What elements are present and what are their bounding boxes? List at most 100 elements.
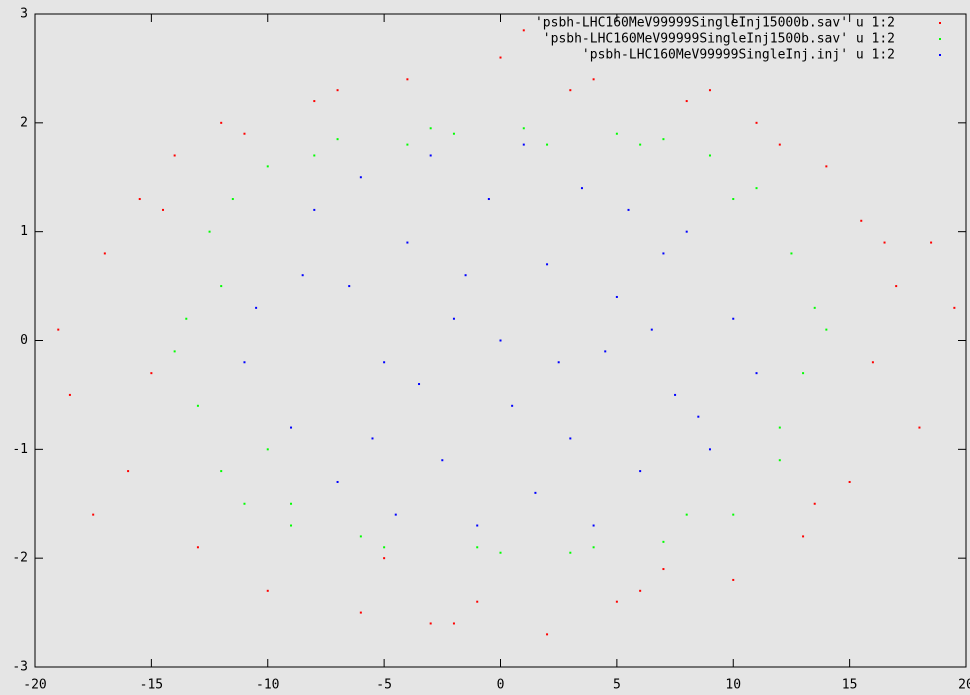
legend-marker xyxy=(939,38,941,40)
point xyxy=(860,219,863,222)
point xyxy=(220,470,223,473)
point xyxy=(813,306,816,309)
x-tick-label: -20 xyxy=(23,678,46,693)
point xyxy=(313,154,316,157)
point xyxy=(150,372,153,375)
legend-label: 'psbh-LHC160MeV99999SingleInj15000b.sav'… xyxy=(535,16,895,31)
point xyxy=(336,89,339,92)
y-tick-label: 3 xyxy=(20,7,28,22)
point xyxy=(336,480,339,483)
point xyxy=(708,154,711,157)
point xyxy=(592,524,595,527)
point xyxy=(522,143,525,146)
point xyxy=(499,56,502,59)
point xyxy=(266,448,269,451)
point xyxy=(452,132,455,135)
x-tick-label: 15 xyxy=(842,678,858,693)
point xyxy=(464,274,467,277)
point xyxy=(406,143,409,146)
point xyxy=(813,502,816,505)
point xyxy=(871,361,874,364)
point xyxy=(220,121,223,124)
x-tick-label: 5 xyxy=(613,678,621,693)
point xyxy=(127,470,130,473)
point xyxy=(406,241,409,244)
point xyxy=(255,306,258,309)
point xyxy=(359,176,362,179)
point xyxy=(592,546,595,549)
point xyxy=(650,328,653,331)
point xyxy=(522,127,525,130)
legend-label: 'psbh-LHC160MeV99999SingleInj.inj' u 1:2 xyxy=(582,48,895,63)
point xyxy=(895,285,898,288)
point xyxy=(930,241,933,244)
point xyxy=(592,78,595,81)
point xyxy=(208,230,211,233)
point xyxy=(452,317,455,320)
point xyxy=(301,274,304,277)
point xyxy=(57,328,60,331)
point xyxy=(196,404,199,407)
point xyxy=(685,100,688,103)
point xyxy=(883,241,886,244)
point xyxy=(674,393,677,396)
point xyxy=(778,143,781,146)
point xyxy=(662,138,665,141)
x-tick-label: 0 xyxy=(497,678,505,693)
point xyxy=(522,29,525,32)
point xyxy=(708,448,711,451)
x-tick-label: -15 xyxy=(140,678,163,693)
point xyxy=(825,328,828,331)
point xyxy=(220,285,223,288)
point xyxy=(569,89,572,92)
point xyxy=(243,132,246,135)
point xyxy=(336,138,339,141)
legend-marker xyxy=(939,22,941,24)
point xyxy=(196,546,199,549)
point xyxy=(383,546,386,549)
point xyxy=(557,361,560,364)
point xyxy=(662,568,665,571)
point xyxy=(848,480,851,483)
point xyxy=(359,611,362,614)
point xyxy=(383,361,386,364)
point xyxy=(778,426,781,429)
point xyxy=(802,535,805,538)
point xyxy=(697,415,700,418)
point xyxy=(732,578,735,581)
point xyxy=(546,633,549,636)
point xyxy=(755,187,758,190)
point xyxy=(918,426,921,429)
point xyxy=(790,252,793,255)
point xyxy=(290,524,293,527)
legend-marker xyxy=(939,54,941,56)
point xyxy=(639,470,642,473)
point xyxy=(627,208,630,211)
point xyxy=(499,339,502,342)
point xyxy=(103,252,106,255)
point xyxy=(546,143,549,146)
point xyxy=(825,165,828,168)
y-tick-label: -2 xyxy=(12,551,28,566)
point xyxy=(615,600,618,603)
y-tick-label: -1 xyxy=(12,442,28,457)
point xyxy=(231,198,234,201)
point xyxy=(348,285,351,288)
point xyxy=(68,393,71,396)
x-tick-label: -5 xyxy=(376,678,392,693)
point xyxy=(476,600,479,603)
point xyxy=(162,208,165,211)
point xyxy=(732,198,735,201)
point xyxy=(685,513,688,516)
point xyxy=(569,437,572,440)
legend-label: 'psbh-LHC160MeV99999SingleInj1500b.sav' … xyxy=(543,32,895,47)
point xyxy=(685,230,688,233)
point xyxy=(953,306,956,309)
x-tick-label: -10 xyxy=(256,678,279,693)
point xyxy=(499,551,502,554)
point xyxy=(185,317,188,320)
point xyxy=(383,557,386,560)
point xyxy=(511,404,514,407)
